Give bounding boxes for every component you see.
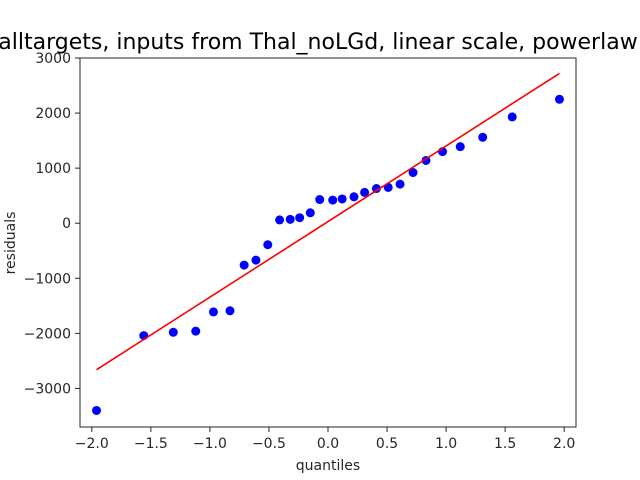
data-point-12 (295, 213, 305, 223)
data-point-11 (285, 214, 295, 224)
data-point-8 (251, 255, 261, 265)
y-tick-label: 1000 (35, 161, 71, 177)
x-axis-ticks: −2.0 −1.5 −1.0 −0.5 0.0 0.5 1.0 1.5 2.0 (75, 427, 575, 452)
data-point-22 (408, 168, 418, 178)
x-tick-label: −1.5 (134, 436, 168, 452)
x-tick-label: 0.5 (376, 436, 398, 452)
data-point-21 (395, 179, 405, 189)
y-tick-label: 2000 (35, 106, 71, 122)
x-tick-label: −2.0 (75, 436, 109, 452)
plot-area (92, 72, 564, 415)
data-point-14 (315, 195, 325, 205)
data-point-19 (371, 184, 381, 194)
data-point-9 (263, 240, 273, 250)
x-axis-label: quantiles (296, 458, 360, 474)
x-tick-label: −0.5 (252, 436, 286, 452)
data-point-13 (305, 208, 315, 218)
fit-line (96, 72, 560, 371)
data-point-25 (455, 142, 465, 152)
x-tick-label: 1.5 (494, 436, 516, 452)
data-point-5 (208, 307, 218, 317)
plot-frame (79, 57, 577, 428)
y-axis-ticks: −3000 −2000 −1000 0 1000 2000 3000 (24, 51, 80, 397)
data-point-10 (275, 215, 285, 225)
y-tick-label: −3000 (24, 381, 71, 397)
y-tick-label: 0 (62, 216, 71, 232)
x-tick-label: 1.0 (435, 436, 457, 452)
data-point-26 (478, 132, 488, 142)
data-point-7 (239, 260, 249, 270)
y-tick-label: −1000 (24, 271, 71, 287)
data-point-1 (92, 405, 102, 415)
data-point-16 (337, 194, 347, 204)
chart-title: alltargets, inputs from Thal_noLGd, line… (0, 30, 638, 55)
data-point-4 (191, 326, 201, 336)
data-point-27 (507, 112, 517, 122)
y-tick-label: 3000 (35, 51, 71, 67)
y-tick-label: −2000 (24, 326, 71, 342)
y-axis-label: residuals (3, 212, 19, 275)
x-tick-label: −1.0 (193, 436, 227, 452)
x-tick-label: 0.0 (317, 436, 339, 452)
data-point-17 (349, 192, 359, 202)
data-point-18 (360, 187, 370, 197)
data-point-28 (554, 94, 564, 104)
x-tick-label: 2.0 (553, 436, 575, 452)
data-point-3 (168, 327, 178, 337)
data-point-6 (225, 306, 235, 316)
data-point-15 (328, 195, 338, 205)
